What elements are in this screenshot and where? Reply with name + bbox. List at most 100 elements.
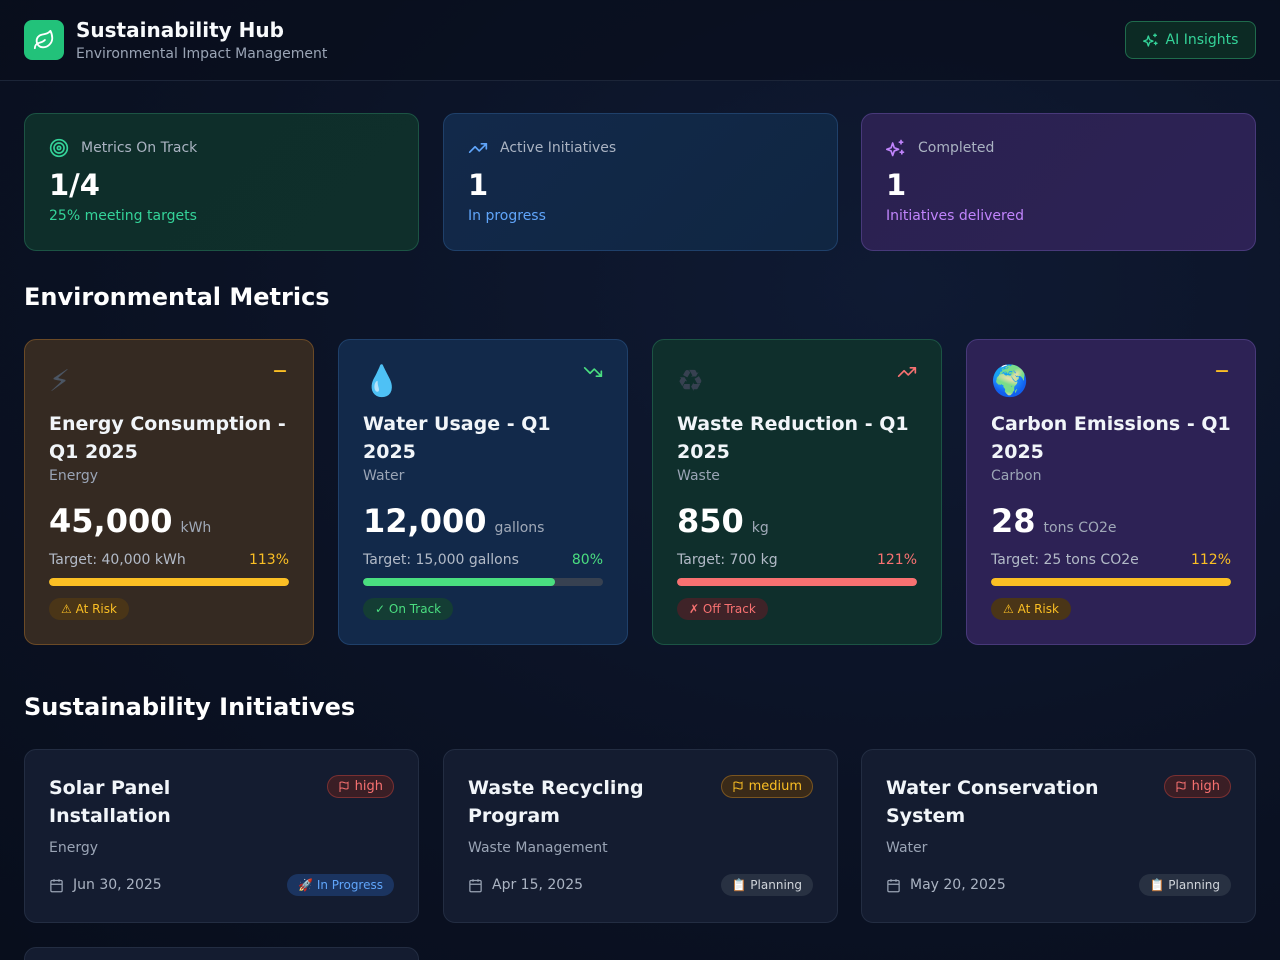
recycle-icon: ♻ [677,364,704,399]
metric-value: 28 [991,502,1036,540]
metric-progress-bar [677,578,917,586]
metric-status-badge: ⚠ At Risk [991,598,1071,620]
metric-unit: tons CO2e [1043,520,1117,536]
status-badge: 📋 Planning [1138,874,1231,896]
metric-percent: 112% [1190,552,1231,568]
metric-progress-fill [991,578,1231,586]
metric-progress-fill [363,578,555,586]
priority-badge: high [326,775,394,798]
metric-card-waste[interactable]: ♻ Waste Reduction - Q1 2025 Waste 850 kg… [652,339,942,645]
metric-unit: kg [751,520,769,536]
trending-up-icon [468,143,488,153]
priority-label: high [1191,779,1220,794]
initiative-title: Water Conservation System [886,777,1099,827]
metric-progress-bar [49,578,289,586]
metric-title: Carbon Emissions - Q1 2025 [991,413,1231,463]
metric-unit: kWh [180,520,212,536]
metric-value: 850 [677,502,744,540]
summary-card-metrics-on-track: Metrics On Track 1/4 25% meeting targets [24,113,419,251]
summary-label: Metrics On Track [81,140,198,156]
target-icon [49,138,69,158]
ai-insights-button[interactable]: AI Insights [1125,21,1256,59]
status-badge: 📋 Planning [720,874,813,896]
initiative-title: Solar Panel Installation [49,777,171,827]
metric-percent: 113% [248,552,289,568]
summary-note: In progress [468,208,546,224]
globe-icon: 🌍 [991,364,1029,399]
metric-target: Target: 25 tons CO2e [991,552,1139,568]
app-header: Sustainability Hub Environmental Impact … [0,0,1280,81]
minus-icon [271,362,289,384]
section-title-metrics: Environmental Metrics [24,283,330,311]
metric-target: Target: 15,000 gallons [363,552,519,568]
sparkles-icon [1142,33,1158,47]
metric-progress-fill [49,578,289,586]
metric-category: Water [363,468,405,484]
metric-status-badge: ✓ On Track [363,598,454,620]
initiative-category: Waste Management [468,840,608,856]
summary-label: Completed [918,140,995,156]
initiative-category: Water [886,840,928,856]
metric-card-water[interactable]: 💧 Water Usage - Q1 2025 Water 12,000 gal… [338,339,628,645]
initiative-date: Jun 30, 2025 [73,877,162,893]
initiative-date: May 20, 2025 [910,877,1006,893]
flag-icon [1176,780,1186,792]
droplet-icon: 💧 [363,364,401,399]
metric-category: Waste [677,468,720,484]
metric-percent: 80% [571,552,603,568]
metric-value: 12,000 [363,502,487,540]
metric-title: Energy Consumption - Q1 2025 [49,413,286,463]
ai-insights-label: AI Insights [1165,32,1239,48]
summary-value: 1 [886,168,907,202]
initiative-card[interactable]: Solar Panel Installation high Energy Jun… [24,749,419,923]
calendar-icon [50,878,63,892]
summary-note: Initiatives delivered [886,208,1024,224]
initiative-category: Energy [49,840,99,856]
metric-category: Energy [49,468,99,484]
summary-value: 1 [468,168,489,202]
initiative-card[interactable]: Water Conservation System high Water May… [861,749,1256,923]
lightning-icon: ⚡ [49,364,71,399]
metric-category: Carbon [991,468,1042,484]
metric-percent: 121% [876,552,917,568]
flag-icon [733,780,743,792]
summary-card-active-initiatives: Active Initiatives 1 In progress [443,113,838,251]
priority-badge: medium [720,775,813,798]
metric-status-badge: ⚠ At Risk [49,598,129,620]
metric-progress-bar [991,578,1231,586]
metric-unit: gallons [494,520,545,536]
trending-up-icon [897,362,917,386]
calendar-icon [469,878,482,892]
metric-title: Water Usage - Q1 2025 [363,413,551,463]
metric-target: Target: 40,000 kWh [49,552,186,568]
initiative-card[interactable]: Waste Recycling Program medium Waste Man… [443,749,838,923]
metric-target: Target: 700 kg [677,552,778,568]
summary-note: 25% meeting targets [49,208,197,224]
leaf-icon [24,20,64,60]
metric-title: Waste Reduction - Q1 2025 [677,413,909,463]
metric-status-badge: ✗ Off Track [677,598,768,620]
app-title: Sustainability Hub [76,18,284,42]
sparkles-icon [886,139,905,157]
metric-progress-fill [677,578,917,586]
priority-label: high [354,779,383,794]
calendar-icon [887,878,900,892]
initiative-card-partial[interactable] [24,947,419,960]
metric-value: 45,000 [49,502,173,540]
metric-card-energy[interactable]: ⚡ Energy Consumption - Q1 2025 Energy 45… [24,339,314,645]
initiative-date: Apr 15, 2025 [492,877,584,893]
summary-value: 1/4 [49,168,100,202]
flag-icon [339,780,349,792]
trending-down-icon [583,362,603,386]
section-title-initiatives: Sustainability Initiatives [24,693,356,721]
metric-card-carbon[interactable]: 🌍 Carbon Emissions - Q1 2025 Carbon 28 t… [966,339,1256,645]
status-badge: 🚀 In Progress [287,874,394,896]
minus-icon [1213,362,1231,384]
summary-card-completed: Completed 1 Initiatives delivered [861,113,1256,251]
priority-label: medium [748,779,802,794]
summary-label: Active Initiatives [500,140,617,156]
metric-progress-bar [363,578,603,586]
priority-badge: high [1163,775,1231,798]
initiative-title: Waste Recycling Program [468,777,644,827]
app-subtitle: Environmental Impact Management [76,46,328,62]
